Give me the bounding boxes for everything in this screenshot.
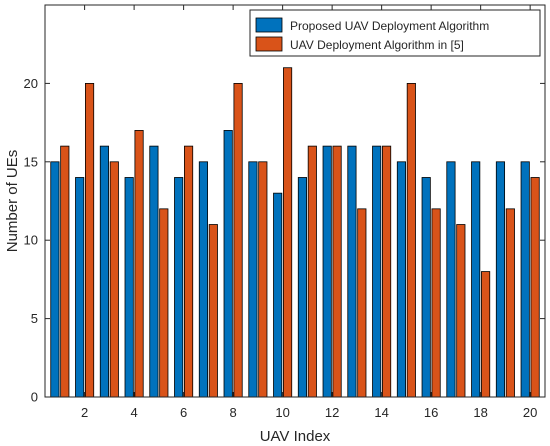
bar-baseline-uav-6 — [184, 145, 194, 398]
x-tick-label-8: 8 — [230, 405, 237, 420]
bar-proposed-uav-11 — [297, 177, 307, 398]
bar-proposed-uav-5 — [149, 145, 159, 398]
bar-baseline-uav-10 — [283, 67, 293, 398]
x-tick-label-16: 16 — [424, 405, 438, 420]
bar-proposed-uav-4 — [124, 177, 134, 398]
bar-proposed-uav-6 — [174, 177, 184, 398]
bar-baseline-uav-11 — [307, 145, 317, 398]
x-tick-label-2: 2 — [81, 405, 88, 420]
bar-proposed-uav-18 — [471, 161, 481, 398]
bar-proposed-uav-10 — [273, 192, 283, 398]
legend-swatch-proposed — [255, 17, 283, 33]
bar-baseline-uav-17 — [456, 224, 466, 398]
axes-box — [44, 4, 546, 398]
bar-proposed-uav-2 — [75, 177, 85, 398]
x-tick-label-12: 12 — [325, 405, 339, 420]
y-tick-label-20: 20 — [24, 76, 38, 91]
y-tick-label-10: 10 — [24, 233, 38, 248]
bar-baseline-uav-13 — [357, 208, 367, 398]
x-tick-label-4: 4 — [130, 405, 137, 420]
bar-baseline-uav-12 — [332, 145, 342, 398]
bar-proposed-uav-17 — [446, 161, 456, 398]
bar-proposed-uav-1 — [50, 161, 60, 398]
legend-swatch-baseline — [255, 36, 283, 52]
legend: Proposed UAV Deployment Algorithm UAV De… — [249, 9, 541, 57]
x-axis-title: UAV Index — [260, 428, 331, 445]
bar-proposed-uav-15 — [396, 161, 406, 398]
bar-proposed-uav-3 — [99, 145, 109, 398]
legend-box — [249, 9, 541, 57]
y-tick-label-5: 5 — [31, 311, 38, 326]
ticks-layer: 0 5 10 15 20 2 4 6 8 10 12 14 16 18 20 — [24, 5, 545, 420]
bar-proposed-uav-16 — [421, 177, 431, 398]
y-axis-title: Number of UEs — [4, 150, 21, 253]
x-tick-label-18: 18 — [473, 405, 487, 420]
bar-proposed-uav-9 — [248, 161, 258, 398]
bar-proposed-uav-19 — [495, 161, 506, 398]
bar-baseline-uav-1 — [60, 145, 70, 398]
legend-label-baseline: UAV Deployment Algorithm in [5] — [290, 38, 464, 52]
bar-baseline-uav-14 — [382, 145, 392, 398]
bar-baseline-uav-2 — [85, 83, 95, 398]
y-tick-label-15: 15 — [24, 154, 38, 169]
bar-baseline-uav-4 — [134, 130, 144, 398]
bar-proposed-uav-20 — [520, 161, 530, 398]
bar-baseline-uav-8 — [233, 83, 243, 398]
x-tick-label-6: 6 — [180, 405, 187, 420]
bar-baseline-uav-9 — [258, 161, 268, 398]
bar-baseline-uav-7 — [208, 224, 218, 398]
bar-baseline-uav-20 — [530, 177, 540, 398]
bar-proposed-uav-14 — [372, 145, 382, 398]
bar-baseline-uav-19 — [505, 208, 515, 398]
bar-baseline-uav-5 — [159, 208, 169, 398]
bar-proposed-uav-7 — [198, 161, 208, 398]
legend-label-proposed: Proposed UAV Deployment Algorithm — [290, 19, 489, 33]
bar-baseline-uav-15 — [406, 83, 416, 398]
bar-proposed-uav-12 — [322, 145, 332, 398]
bar-proposed-uav-8 — [223, 130, 233, 398]
bar-baseline-uav-3 — [109, 161, 119, 398]
x-tick-label-10: 10 — [275, 405, 289, 420]
bars-layer — [50, 67, 540, 398]
y-tick-label-0: 0 — [31, 390, 38, 405]
bar-baseline-uav-18 — [481, 271, 491, 398]
x-tick-label-14: 14 — [374, 405, 388, 420]
bar-baseline-uav-16 — [431, 208, 441, 398]
x-tick-label-20: 20 — [523, 405, 537, 420]
bar-proposed-uav-13 — [347, 145, 357, 398]
